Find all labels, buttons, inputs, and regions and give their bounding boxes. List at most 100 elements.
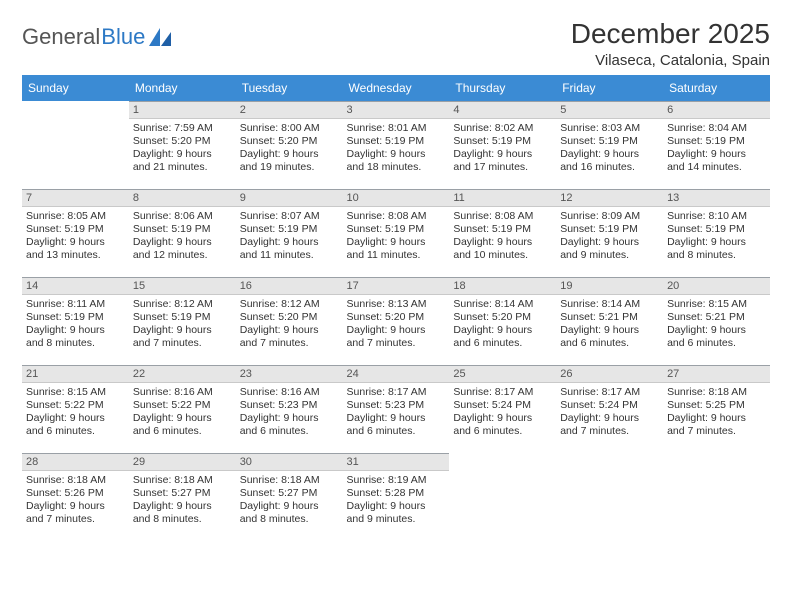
sunset-text: Sunset: 5:25 PM [667,399,766,412]
sunset-text: Sunset: 5:24 PM [453,399,552,412]
day-of-week-header: Wednesday [343,75,450,101]
sunrise-text: Sunrise: 8:11 AM [26,298,125,311]
day-number: 30 [236,453,343,471]
day-number: 3 [343,101,450,119]
day-details: Sunrise: 8:17 AMSunset: 5:24 PMDaylight:… [560,386,659,439]
calendar-day-cell: 7 Sunrise: 8:05 AMSunset: 5:19 PMDaylight… [22,189,129,277]
daylight-text: Daylight: 9 hours and 6 minutes. [347,412,446,438]
calendar-day-cell: 2Sunrise: 8:00 AMSunset: 5:20 PMDaylight… [236,101,343,189]
daylight-text: Daylight: 9 hours and 6 minutes. [240,412,339,438]
calendar-week-row: 7 Sunrise: 8:05 AMSunset: 5:19 PMDaylight… [22,189,770,277]
sunrise-text: Sunrise: 8:15 AM [667,298,766,311]
day-details: Sunrise: 8:02 AMSunset: 5:19 PMDaylight:… [453,122,552,175]
sunrise-text: Sunrise: 8:16 AM [240,386,339,399]
day-details: Sunrise: 8:08 AMSunset: 5:19 PMDaylight:… [347,210,446,263]
day-details: Sunrise: 8:08 AMSunset: 5:19 PMDaylight:… [453,210,552,263]
sunset-text: Sunset: 5:19 PM [667,223,766,236]
calendar-day-cell: 6Sunrise: 8:04 AMSunset: 5:19 PMDaylight… [663,101,770,189]
day-details: Sunrise: 8:17 AMSunset: 5:24 PMDaylight:… [453,386,552,439]
daylight-text: Daylight: 9 hours and 7 minutes. [347,324,446,350]
calendar-day-cell: 22Sunrise: 8:16 AMSunset: 5:22 PMDayligh… [129,365,236,453]
calendar-week-row: 1Sunrise: 7:59 AMSunset: 5:20 PMDaylight… [22,101,770,189]
day-number: 16 [236,277,343,295]
sunset-text: Sunset: 5:20 PM [240,311,339,324]
sunset-text: Sunset: 5:19 PM [133,311,232,324]
calendar-day-cell: 10Sunrise: 8:08 AMSunset: 5:19 PMDayligh… [343,189,450,277]
sunrise-text: Sunrise: 8:17 AM [347,386,446,399]
calendar-day-cell: 18 Sunrise: 8:14 AMSunset: 5:20 PMDayligh… [449,277,556,365]
day-number: 5 [556,101,663,119]
day-number: 20 [663,277,770,295]
day-details: Sunrise: 8:13 AMSunset: 5:20 PMDaylight:… [347,298,446,351]
day-number: 31 [343,453,450,471]
day-details: Sunrise: 8:09 AMSunset: 5:19 PMDaylight:… [560,210,659,263]
daylight-text: Daylight: 9 hours and 11 minutes. [347,236,446,262]
sunset-text: Sunset: 5:21 PM [560,311,659,324]
day-details: Sunrise: 8:18 AMSunset: 5:27 PMDaylight:… [240,474,339,527]
sunset-text: Sunset: 5:26 PM [26,487,125,500]
day-number: 1 [129,101,236,119]
daylight-text: Daylight: 9 hours and 6 minutes. [560,324,659,350]
calendar-day-cell: 23Sunrise: 8:16 AMSunset: 5:23 PMDayligh… [236,365,343,453]
calendar-day-cell: 4Sunrise: 8:02 AMSunset: 5:19 PMDaylight… [449,101,556,189]
sunset-text: Sunset: 5:20 PM [240,135,339,148]
day-number: 11 [449,189,556,207]
day-number: 7 [22,189,129,207]
sunrise-text: Sunrise: 8:08 AM [453,210,552,223]
day-details: Sunrise: 8:12 AMSunset: 5:20 PMDaylight:… [240,298,339,351]
daylight-text: Daylight: 9 hours and 6 minutes. [133,412,232,438]
logo-text-2: Blue [101,24,145,50]
day-number: 26 [556,365,663,383]
sunrise-text: Sunrise: 8:15 AM [26,386,125,399]
day-of-week-header: Monday [129,75,236,101]
logo: GeneralBlue [22,18,171,50]
day-number: 15 [129,277,236,295]
sunset-text: Sunset: 5:19 PM [347,135,446,148]
sunrise-text: Sunrise: 8:08 AM [347,210,446,223]
day-number: 18 [449,277,556,295]
day-number: 14 [22,277,129,295]
day-number: 9 [236,189,343,207]
day-details: Sunrise: 8:12 AMSunset: 5:19 PMDaylight:… [133,298,232,351]
daylight-text: Daylight: 9 hours and 12 minutes. [133,236,232,262]
sunset-text: Sunset: 5:27 PM [133,487,232,500]
calendar-day-cell [449,453,556,541]
day-number: 6 [663,101,770,119]
day-details: Sunrise: 8:17 AMSunset: 5:23 PMDaylight:… [347,386,446,439]
calendar-day-cell: 27Sunrise: 8:18 AMSunset: 5:25 PMDayligh… [663,365,770,453]
day-details: Sunrise: 8:15 AMSunset: 5:22 PMDaylight:… [26,386,125,439]
day-number: 21 [22,365,129,383]
daylight-text: Daylight: 9 hours and 8 minutes. [667,236,766,262]
day-number: 28 [22,453,129,471]
sunset-text: Sunset: 5:22 PM [133,399,232,412]
daylight-text: Daylight: 9 hours and 9 minutes. [560,236,659,262]
day-details: Sunrise: 8:19 AMSunset: 5:28 PMDaylight:… [347,474,446,527]
calendar-day-cell: 3Sunrise: 8:01 AMSunset: 5:19 PMDaylight… [343,101,450,189]
sunrise-text: Sunrise: 8:18 AM [133,474,232,487]
day-number: 24 [343,365,450,383]
calendar-day-cell: 12 Sunrise: 8:09 AMSunset: 5:19 PMDayligh… [556,189,663,277]
day-details: Sunrise: 8:00 AMSunset: 5:20 PMDaylight:… [240,122,339,175]
sunset-text: Sunset: 5:19 PM [133,223,232,236]
day-details: Sunrise: 8:15 AMSunset: 5:21 PMDaylight:… [667,298,766,351]
day-number: 17 [343,277,450,295]
daylight-text: Daylight: 9 hours and 7 minutes. [240,324,339,350]
sunset-text: Sunset: 5:22 PM [26,399,125,412]
day-number: 12 [556,189,663,207]
calendar-day-cell: 20 Sunrise: 8:15 AMSunset: 5:21 PMDayligh… [663,277,770,365]
daylight-text: Daylight: 9 hours and 10 minutes. [453,236,552,262]
calendar-week-row: 28 Sunrise: 8:18 AMSunset: 5:26 PMDayligh… [22,453,770,541]
sunset-text: Sunset: 5:19 PM [347,223,446,236]
calendar-day-cell: 21 Sunrise: 8:15 AMSunset: 5:22 PMDayligh… [22,365,129,453]
day-of-week-row: SundayMondayTuesdayWednesdayThursdayFrid… [22,75,770,101]
daylight-text: Daylight: 9 hours and 6 minutes. [453,412,552,438]
day-details: Sunrise: 8:14 AMSunset: 5:20 PMDaylight:… [453,298,552,351]
calendar-day-cell [22,101,129,189]
day-details: Sunrise: 8:14 AMSunset: 5:21 PMDaylight:… [560,298,659,351]
day-details: Sunrise: 8:18 AMSunset: 5:26 PMDaylight:… [26,474,125,527]
logo-sail-icon [149,28,171,46]
calendar-day-cell: 28 Sunrise: 8:18 AMSunset: 5:26 PMDayligh… [22,453,129,541]
sunset-text: Sunset: 5:20 PM [453,311,552,324]
calendar-day-cell: 16 Sunrise: 8:12 AMSunset: 5:20 PMDayligh… [236,277,343,365]
day-details: Sunrise: 8:05 AMSunset: 5:19 PMDaylight:… [26,210,125,263]
